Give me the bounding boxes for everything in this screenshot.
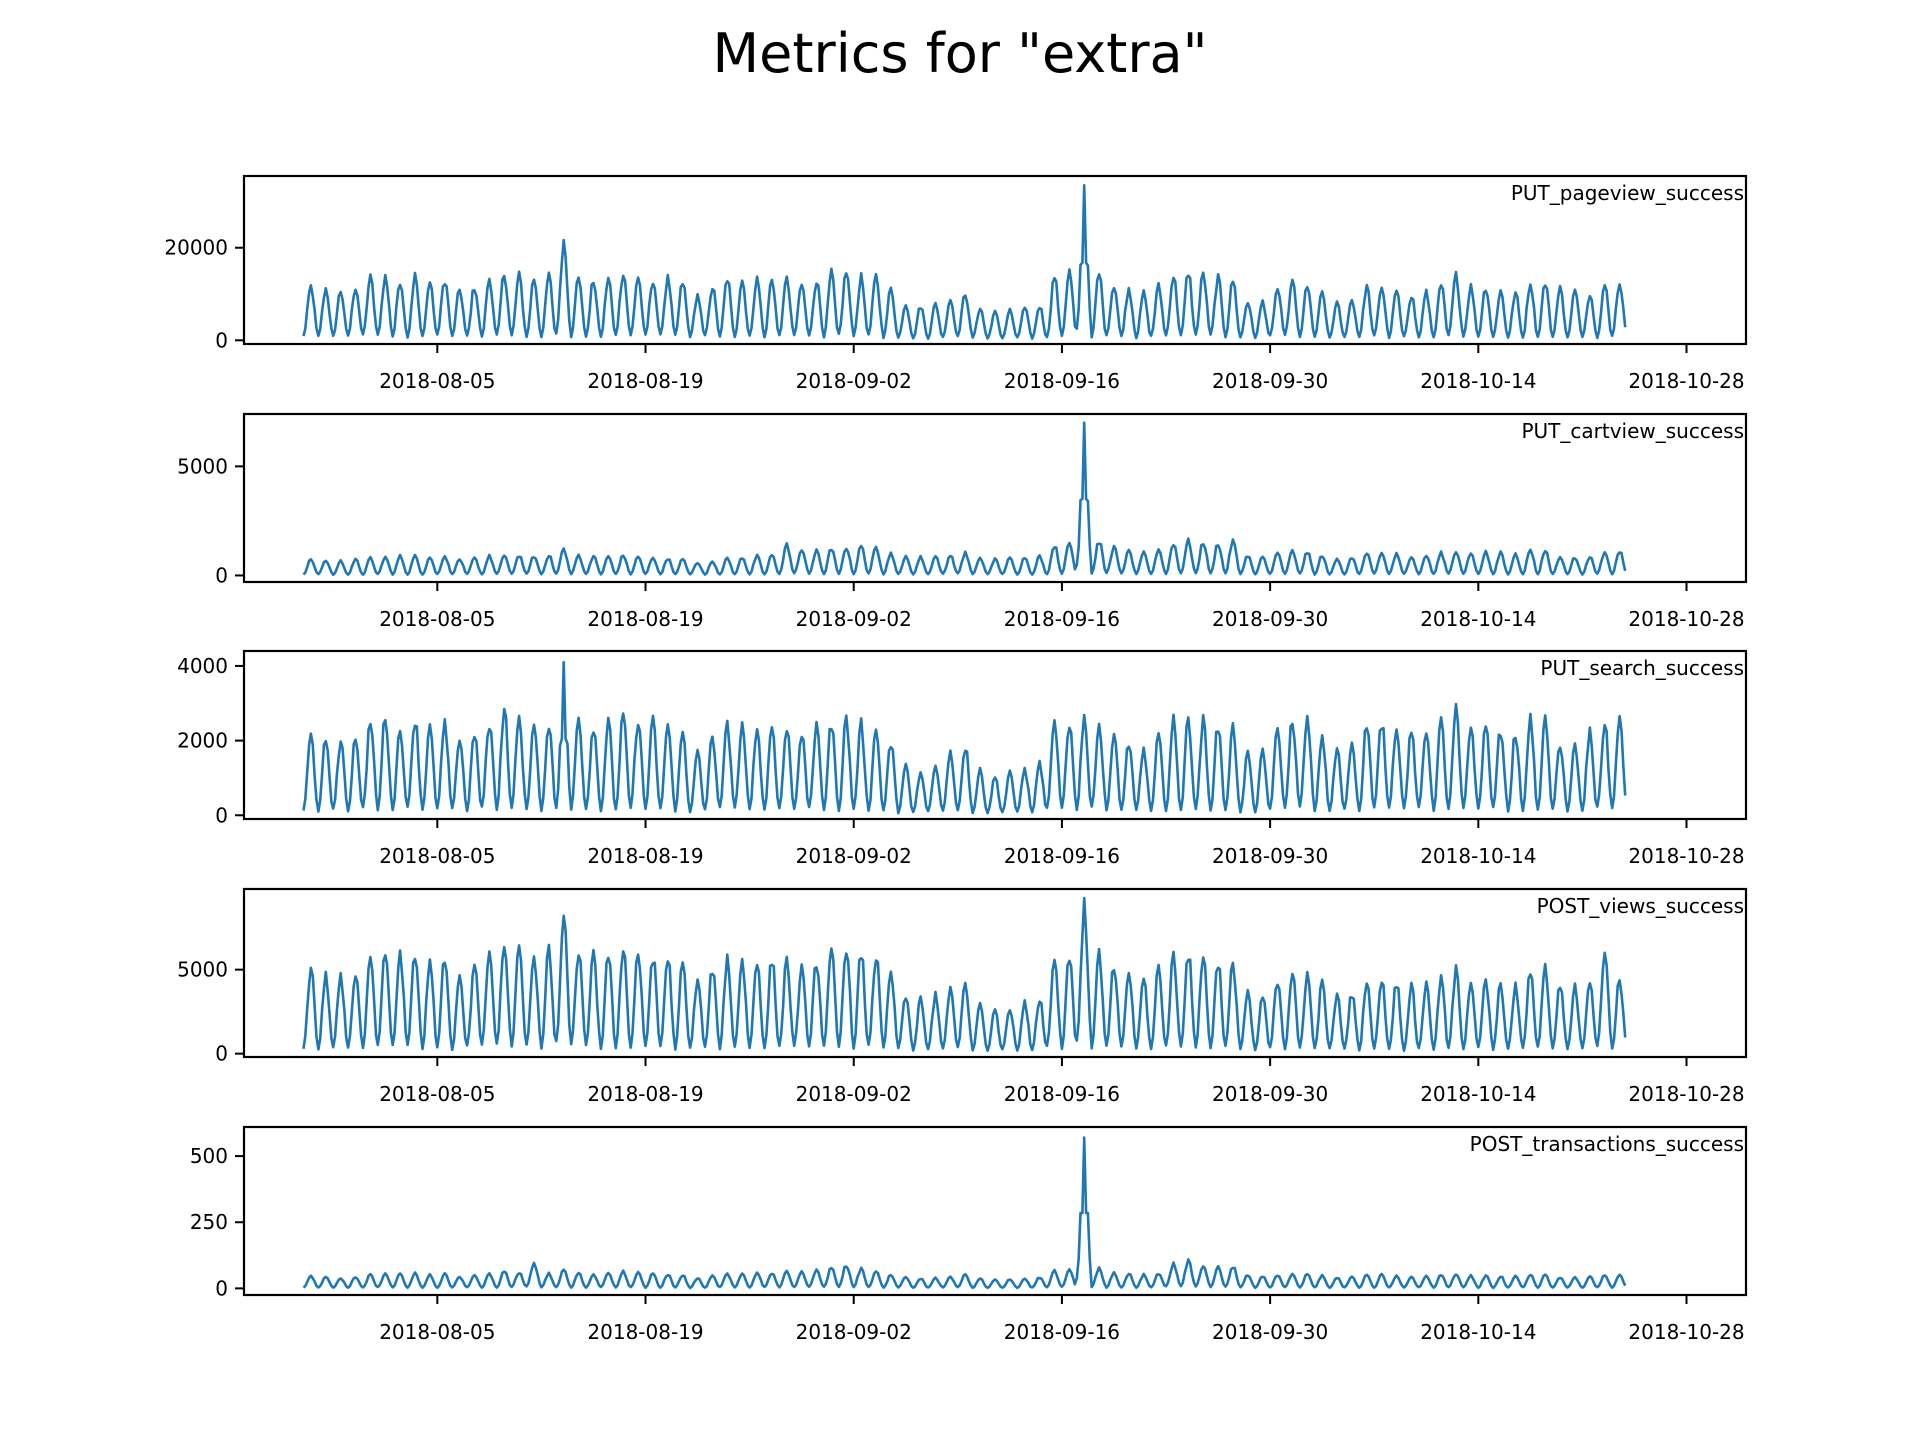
y-tick-label: 5000	[177, 958, 228, 982]
axes-frame	[242, 649, 1748, 821]
x-tick-label: 2018-08-19	[587, 844, 703, 868]
x-tick-label: 2018-09-16	[1004, 1082, 1120, 1106]
axes-frame	[242, 174, 1748, 346]
x-tick-label: 2018-10-28	[1628, 844, 1744, 868]
x-tick-label: 2018-09-30	[1212, 1082, 1328, 1106]
x-tick-label: 2018-10-28	[1628, 607, 1744, 631]
x-tick-label: 2018-08-19	[587, 607, 703, 631]
subplot-2: 2018-08-05 2018-08-19 2018-09-02 2018-09-16…	[177, 412, 1748, 631]
x-tick-label: 2018-08-05	[379, 1320, 495, 1344]
x-tick-label: 2018-10-28	[1628, 369, 1744, 393]
y-tick-label: 0	[215, 563, 228, 587]
x-tick-label: 2018-10-14	[1420, 1320, 1536, 1344]
x-tick-label: 2018-09-02	[796, 1082, 912, 1106]
x-tick-label: 2018-08-05	[379, 844, 495, 868]
axes-frame	[242, 1125, 1748, 1297]
y-tick-label: 0	[215, 803, 228, 827]
subplot-1: 2018-08-05 2018-08-19 2018-09-02 2018-09-16…	[164, 174, 1748, 393]
series-line	[302, 184, 1627, 341]
series-annotation: PUT_pageview_success	[1511, 181, 1744, 205]
x-tick-label: 2018-08-19	[587, 369, 703, 393]
x-tick-label: 2018-09-16	[1004, 844, 1120, 868]
y-tick-label: 500	[190, 1144, 228, 1168]
y-tick-label: 0	[215, 328, 228, 352]
axes-frame	[242, 412, 1748, 584]
y-tick-label: 0	[215, 1276, 228, 1300]
x-tick-label: 2018-10-14	[1420, 607, 1536, 631]
series-annotation: POST_views_success	[1537, 894, 1744, 918]
x-tick-label: 2018-08-05	[379, 369, 495, 393]
subplot-5: 2018-08-05 2018-08-19 2018-09-02 2018-09-16…	[190, 1125, 1748, 1344]
series-line	[302, 421, 1627, 577]
series-annotation: PUT_search_success	[1540, 656, 1744, 680]
x-tick-label: 2018-10-28	[1628, 1320, 1744, 1344]
x-tick-label: 2018-09-16	[1004, 607, 1120, 631]
x-tick-label: 2018-09-16	[1004, 1320, 1120, 1344]
figure-title: Metrics for "extra"	[712, 22, 1208, 85]
x-tick-label: 2018-08-19	[587, 1320, 703, 1344]
subplot-3: 2018-08-05 2018-08-19 2018-09-02 2018-09-16…	[177, 649, 1748, 868]
x-tick-label: 2018-09-30	[1212, 1320, 1328, 1344]
series-annotation: PUT_cartview_success	[1521, 419, 1744, 443]
x-tick-label: 2018-09-30	[1212, 607, 1328, 631]
x-tick-label: 2018-09-30	[1212, 844, 1328, 868]
series-annotation: POST_transactions_success	[1470, 1132, 1744, 1156]
x-tick-label: 2018-09-02	[796, 369, 912, 393]
x-tick-label: 2018-09-02	[796, 607, 912, 631]
axes-frame	[242, 887, 1748, 1059]
x-tick-label: 2018-10-28	[1628, 1082, 1744, 1106]
y-tick-label: 20000	[164, 236, 228, 260]
subplot-4: 2018-08-05 2018-08-19 2018-09-02 2018-09-16…	[177, 887, 1748, 1106]
y-tick-label: 5000	[177, 454, 228, 478]
y-tick-label: 4000	[177, 654, 228, 678]
y-tick-label: 2000	[177, 729, 228, 753]
series-line	[302, 660, 1627, 815]
x-tick-label: 2018-10-14	[1420, 1082, 1536, 1106]
series-line	[302, 896, 1627, 1052]
x-tick-label: 2018-09-02	[796, 1320, 912, 1344]
x-tick-label: 2018-10-14	[1420, 844, 1536, 868]
series-line	[302, 1136, 1627, 1290]
x-tick-label: 2018-09-02	[796, 844, 912, 868]
x-tick-label: 2018-08-05	[379, 607, 495, 631]
x-tick-label: 2018-10-14	[1420, 369, 1536, 393]
x-tick-label: 2018-09-16	[1004, 369, 1120, 393]
x-tick-label: 2018-09-30	[1212, 369, 1328, 393]
y-tick-label: 0	[215, 1042, 228, 1066]
x-tick-label: 2018-08-19	[587, 1082, 703, 1106]
y-tick-label: 250	[190, 1210, 228, 1234]
x-tick-label: 2018-08-05	[379, 1082, 495, 1106]
